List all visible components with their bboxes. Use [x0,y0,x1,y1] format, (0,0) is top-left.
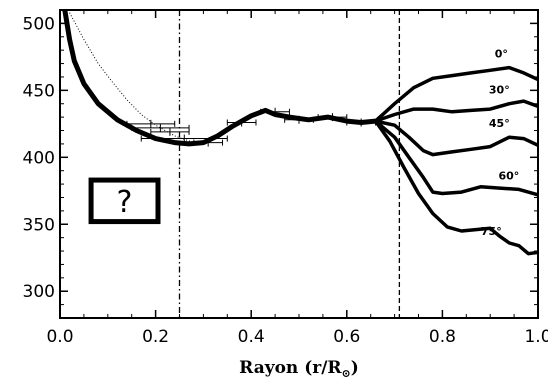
x-tick-label: 0.0 [46,327,73,347]
dotted-curve [69,12,194,144]
series-line-0 [373,65,538,123]
error-bar [226,118,257,127]
y-tick-label: 400 [23,148,55,168]
series-annotation: 45° [489,117,510,130]
error-bar [346,118,376,127]
series-line-4 [373,119,538,256]
series-annotation: 75° [481,225,502,238]
x-axis-label-main: Rayon (r/R [239,358,342,378]
vertical-lines [178,10,401,318]
series-annotation: 60° [498,169,519,182]
series-annotation: 30° [489,84,510,97]
error-bar [260,107,290,116]
main-curve [62,10,378,147]
x-tick-label: 0.2 [142,327,169,347]
inset-question-mark: ? [117,185,133,220]
y-tick-label: 500 [23,14,55,34]
x-axis-label-close: ) [351,358,359,378]
x-tick-label: 1.0 [524,327,548,347]
error-bar [150,127,190,136]
dotted-curve-group [69,12,194,144]
inset-box-group: ? [88,177,161,225]
error-bar [140,134,228,143]
x-tick-label: 0.4 [238,327,265,347]
error-bars-group [126,107,376,147]
plot-frame [59,9,539,319]
y-tick-label: 450 [23,81,55,101]
inset-box [88,177,161,225]
x-axis-label-sub: ⊙ [342,367,351,379]
x-ticks-group: 0.0 0.2 0.4 0.6 0.8 1.0 [46,10,548,347]
x-tick-label: 0.6 [333,327,360,347]
error-bar [193,138,224,147]
error-bar [126,119,176,128]
series-group [373,65,538,256]
series-line-3 [373,119,538,197]
series-line-2 [373,119,538,157]
x-axis-label: Rayon (r/R⊙) [239,358,359,379]
x-tick-label: 0.8 [429,327,456,347]
y-tick-label: 350 [23,215,55,235]
annotation-group: 0° 30° 45° 60° 75° [481,48,519,238]
error-bar [284,115,314,124]
series-line-1 [373,99,538,123]
y-tick-label: 300 [23,282,55,302]
y-ticks-group: 300 350 400 450 500 [23,9,538,306]
error-bar [317,113,348,122]
series-annotation: 0° [495,48,508,61]
main-curve-group [62,10,378,147]
